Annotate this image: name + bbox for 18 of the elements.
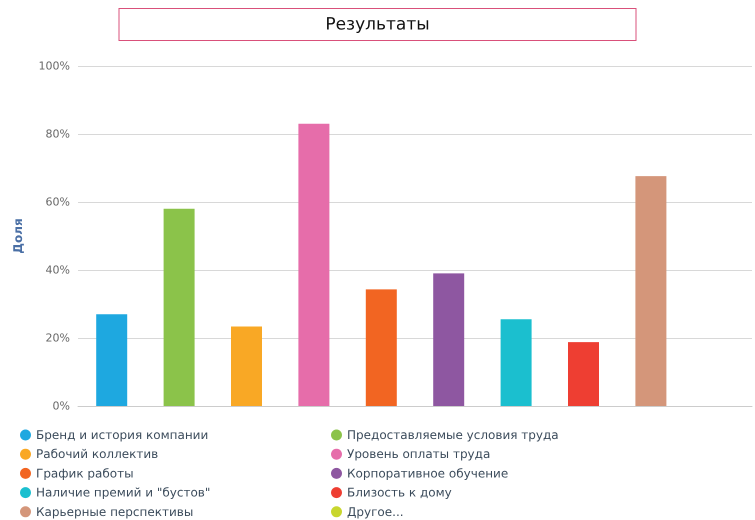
y-tick-label: 40% [46, 264, 70, 276]
legend-label: Наличие премий и "бустов" [36, 486, 210, 500]
y-tick-label: 80% [46, 128, 70, 140]
legend-label: Предоставляемые условия труда [347, 428, 559, 442]
y-tick-label: 100% [38, 60, 70, 72]
legend-label: Корпоративное обучение [347, 466, 508, 480]
chart-title: Результаты [325, 14, 430, 34]
y-axis-title: Доля [11, 218, 25, 254]
legend-label: Уровень оплаты труда [347, 447, 490, 462]
y-tick-label: 0% [52, 400, 70, 412]
y-tick-label: 20% [46, 332, 70, 344]
y-tick-label: 60% [46, 196, 70, 208]
legend-label: Другое... [347, 504, 404, 519]
legend-label: Карьерные перспективы [36, 504, 194, 519]
legend-label: Близость к дому [347, 486, 452, 500]
legend-label: График работы [36, 466, 134, 480]
legend-label: Бренд и история компании [36, 428, 208, 442]
legend-label: Рабочий коллектив [36, 447, 158, 462]
